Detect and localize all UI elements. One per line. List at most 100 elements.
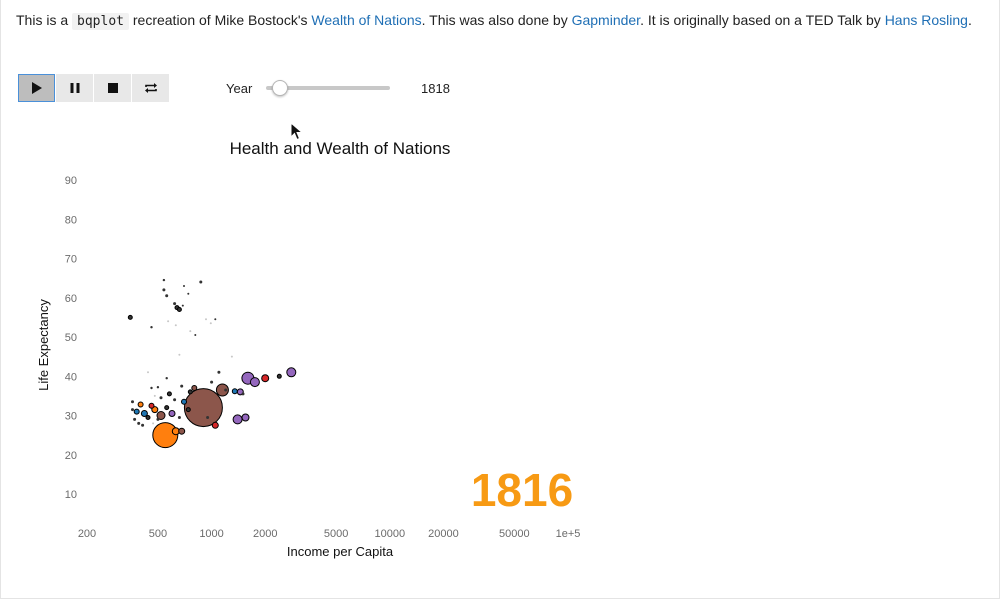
wealth-of-nations-link[interactable]: Wealth of Nations [311, 12, 422, 28]
chart-title: Health and Wealth of Nations [230, 139, 451, 158]
country-bubble[interactable] [199, 280, 203, 284]
country-bubble[interactable] [232, 414, 243, 425]
country-bubble[interactable] [168, 410, 176, 417]
country-bubble[interactable] [230, 355, 233, 358]
country-bubble[interactable] [206, 416, 210, 419]
country-bubble[interactable] [145, 415, 151, 420]
intro-text: . This was also done by [421, 12, 572, 28]
country-bubble[interactable] [131, 400, 134, 404]
x-tick-label: 20000 [428, 528, 459, 540]
year-value: 1818 [421, 81, 450, 96]
country-bubble[interactable] [224, 388, 228, 392]
year-slider-track[interactable] [266, 86, 390, 90]
country-bubble[interactable] [137, 401, 144, 408]
country-bubble[interactable] [194, 334, 197, 336]
country-bubble[interactable] [174, 324, 177, 327]
country-bubble[interactable] [166, 391, 172, 397]
country-bubble[interactable] [127, 314, 133, 320]
country-bubble[interactable] [156, 411, 166, 420]
country-bubble[interactable] [165, 294, 169, 298]
country-bubble[interactable] [217, 370, 221, 374]
country-bubble[interactable] [164, 405, 170, 411]
repeat-button[interactable] [132, 74, 169, 102]
playback-controls [18, 74, 170, 102]
country-bubble[interactable] [178, 427, 186, 435]
country-bubble[interactable] [137, 421, 141, 425]
year-label: Year [226, 81, 253, 96]
y-tick-label: 60 [65, 293, 77, 305]
country-bubble[interactable] [162, 288, 166, 292]
country-bubble[interactable] [215, 383, 229, 397]
country-bubble[interactable] [148, 402, 155, 409]
country-bubble[interactable] [140, 410, 148, 417]
country-bubble[interactable] [180, 384, 184, 388]
y-tick-label: 80 [65, 214, 77, 226]
pause-button[interactable] [56, 74, 93, 102]
play-button[interactable] [18, 74, 55, 102]
country-bubble[interactable] [131, 408, 134, 412]
country-bubble[interactable] [231, 388, 238, 395]
country-bubble[interactable] [241, 392, 245, 396]
country-bubble[interactable] [159, 396, 163, 400]
country-bubble[interactable] [147, 371, 149, 374]
country-bubble[interactable] [187, 292, 190, 295]
country-bubble[interactable] [181, 398, 187, 405]
country-bubble[interactable] [156, 417, 160, 421]
country-bubble[interactable] [176, 307, 182, 312]
country-bubble[interactable] [185, 407, 191, 413]
country-bubble[interactable] [276, 373, 282, 379]
country-bubble[interactable] [241, 413, 250, 422]
country-bubble[interactable] [286, 367, 297, 378]
country-bubble[interactable] [153, 394, 156, 397]
y-axis-label: Life Expectancy [36, 299, 51, 391]
x-tick-label: 500 [149, 528, 167, 540]
country-bubble[interactable] [205, 318, 207, 321]
x-tick-label: 1000 [199, 528, 223, 540]
country-bubble[interactable] [173, 398, 177, 402]
pause-icon [70, 83, 79, 93]
country-bubble[interactable] [189, 330, 192, 333]
year-slider-handle[interactable] [271, 80, 288, 96]
country-bubble[interactable] [177, 416, 181, 419]
x-tick-label: 10000 [374, 528, 405, 540]
country-bubble[interactable] [150, 386, 153, 390]
country-bubble[interactable] [183, 285, 185, 287]
x-tick-label: 5000 [324, 528, 348, 540]
country-bubble[interactable] [261, 374, 270, 383]
intro-text: . It is originally based on a TED Talk b… [640, 12, 885, 28]
country-bubble[interactable] [141, 423, 145, 427]
intro-text: recreation of Mike Bostock's [128, 12, 312, 28]
hans-rosling-link[interactable]: Hans Rosling [884, 12, 968, 28]
x-tick-label: 1e+5 [556, 528, 581, 540]
country-bubble[interactable] [210, 380, 214, 384]
x-tick-label: 200 [78, 528, 96, 540]
gapminder-link[interactable]: Gapminder [571, 12, 641, 28]
country-bubble[interactable] [156, 386, 160, 389]
country-bubble[interactable] [249, 377, 260, 388]
country-bubble[interactable] [211, 421, 219, 429]
y-tick-label: 30 [65, 411, 77, 423]
year-overlay-label: 1816 [471, 464, 573, 516]
country-bubble[interactable] [162, 278, 166, 282]
country-bubble[interactable] [214, 318, 217, 321]
country-bubble[interactable] [133, 417, 137, 421]
country-bubble[interactable] [152, 422, 179, 449]
intro-text: This is a [16, 12, 73, 28]
y-tick-label: 20 [65, 450, 77, 462]
country-bubble[interactable] [152, 422, 155, 425]
country-bubble[interactable] [178, 353, 181, 356]
country-bubble[interactable] [173, 302, 177, 306]
country-bubble[interactable] [209, 322, 212, 325]
country-bubble[interactable] [187, 389, 193, 395]
country-bubble[interactable] [165, 377, 168, 380]
country-bubble[interactable] [133, 408, 140, 415]
country-bubble[interactable] [183, 388, 223, 428]
country-bubble[interactable] [191, 385, 198, 391]
country-bubble[interactable] [181, 304, 184, 307]
country-bubble[interactable] [150, 326, 153, 329]
y-axis: 10 20 30 40 50 60 70 80 90 [65, 175, 77, 501]
stop-button[interactable] [94, 74, 131, 102]
intro-paragraph: This is a bqplot recreation of Mike Bost… [16, 9, 976, 33]
country-bubble[interactable] [167, 320, 170, 323]
